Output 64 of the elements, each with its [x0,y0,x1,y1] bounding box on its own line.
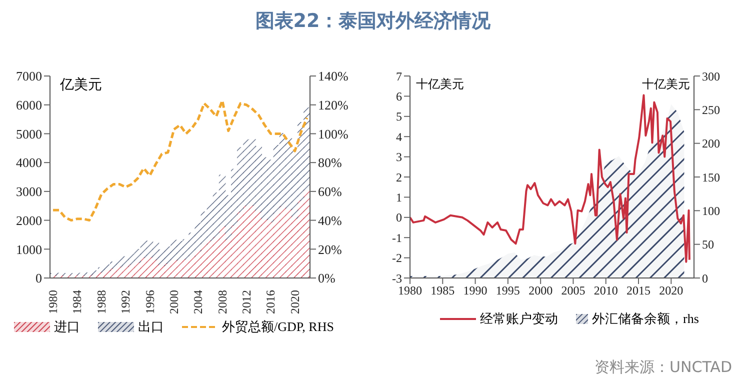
legend-label: 外汇储备余额，rhs [591,310,699,328]
y-tick-label: -3 [392,271,402,286]
y2-tick-label: 200 [702,136,720,151]
x-tick-label: 2016 [264,290,278,314]
text: 资料来源：UNCTAD [594,358,732,377]
y2-tick-label: 20% [318,242,342,257]
x-tick-label: 1980 [46,290,60,314]
x-tick-label: 2005 [561,284,586,298]
y-tick-label: 7000 [16,68,42,84]
y-tick-label: 3 [396,150,402,164]
x-tick-label: 2000 [166,290,181,314]
x-tick-label: 1996 [142,290,157,314]
y2-tick-label: 150 [702,170,720,184]
y2-axis-title: 十亿美元 [642,76,690,93]
x-tick-label: 2015 [626,284,651,298]
y-tick-label: -1 [392,230,402,245]
y-axis-title: 十亿美元 [416,76,464,93]
y-tick-label: 6 [396,89,402,104]
y2-tick-label: 100 [702,204,720,218]
y2-tick-label: 50 [702,238,714,252]
y-tick-label: 0 [36,270,42,286]
y-tick-label: 1000 [16,242,42,257]
y-axis-title: 亿美元 [60,76,102,94]
x-tick-label: 1995 [496,284,520,298]
x-tick-label: 2020 [288,290,302,314]
y2-tick-label: 40% [318,212,342,228]
legend-label: 进口 [53,318,80,336]
y-tick-label: -2 [392,251,402,266]
y-tick-label: 3000 [16,184,42,200]
y2-tick-label: 120% [318,97,348,112]
y2-tick-label: 0% [318,270,336,286]
y-tick-label: 4 [396,130,402,144]
x-tick-label: 1992 [118,290,133,314]
y-tick-label: 5000 [16,126,42,142]
y2-tick-label: 250 [702,102,720,117]
y2-tick-label: 100% [318,126,348,142]
x-tick-label: 2010 [594,284,618,298]
y-tick-label: 2 [396,170,402,184]
y-tick-label: 4000 [16,155,42,170]
x-tick-label: 1984 [70,290,84,314]
x-tick-label: 1980 [398,284,422,298]
y-tick-label: 2000 [16,212,42,228]
x-tick-label: 1988 [94,290,108,314]
y2-tick-label: 60% [318,184,342,200]
x-tick-label: 2004 [191,290,206,314]
x-tick-label: 2008 [215,290,230,314]
text: 图表22：泰国对外经济情况 [254,9,492,34]
x-tick-label: 1990 [463,284,488,298]
y2-tick-label: 300 [702,69,720,84]
x-tick-label: 1985 [430,284,455,298]
y-tick-label: 6000 [16,97,42,112]
y-tick-label: 7 [396,69,402,84]
x-tick-label: 2000 [528,284,553,298]
legend-label: 出口 [137,318,164,336]
y-tick-label: 1 [396,190,402,204]
y-tick-label: 5 [396,110,402,124]
y2-tick-label: 80% [318,155,342,170]
legend-label: 外贸总额/GDP, RHS [221,318,334,336]
x-tick-label: 2012 [240,290,254,314]
y2-tick-label: 0 [702,271,708,286]
y2-tick-label: 140% [318,68,348,84]
y-tick-label: 0 [396,210,402,225]
legend-label: 经常账户变动 [479,310,558,328]
x-tick-label: 2020 [659,284,684,298]
